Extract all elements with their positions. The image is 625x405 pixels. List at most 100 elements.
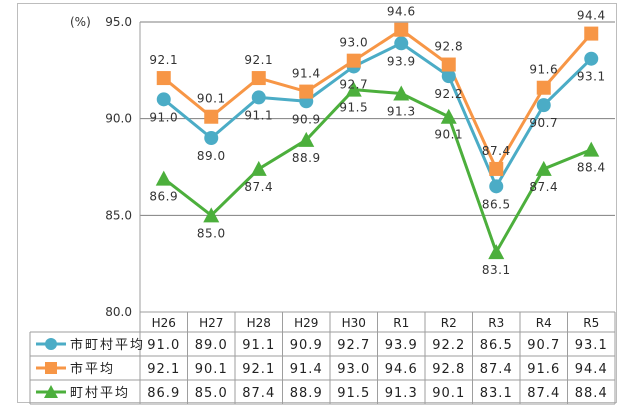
data-label: 90.1: [197, 92, 226, 106]
data-label: 88.9: [292, 151, 321, 165]
data-table: H26 H27 H28 H29 H30 R1 R2 R3 R4 R5 市町村平均 91.0 89.0 91…: [29, 311, 616, 405]
table-value-cell: 87.4: [242, 386, 275, 401]
table-value-cell: 92.1: [147, 362, 180, 377]
data-label: 94.6: [387, 5, 416, 19]
series-line: [162, 41, 593, 188]
triangle-marker: [583, 141, 600, 157]
square-marker: [346, 53, 361, 68]
table-value-cell: 91.3: [385, 386, 418, 401]
circle-marker: [441, 69, 456, 84]
square-marker: [536, 80, 551, 95]
square-marker: [584, 26, 599, 41]
data-label: 87.4: [482, 144, 511, 158]
x-category-label: H30: [342, 316, 366, 330]
data-label: 92.1: [149, 53, 178, 67]
table-value-cell: 89.0: [195, 338, 228, 353]
square-marker: [156, 71, 171, 86]
table-value-cell: 91.4: [290, 362, 323, 377]
data-label: 90.9: [292, 112, 321, 126]
table-value-cell: 93.0: [337, 362, 370, 377]
series-line: [162, 88, 592, 254]
circle-marker: [394, 36, 409, 51]
table-value-cell: 88.4: [575, 386, 608, 401]
triangle-marker: [203, 207, 220, 223]
x-category-label: R1: [393, 316, 409, 330]
data-labels: 91.0 89.0 91.1 90.9 92.7 93.9 92.2 86.5 90.7 93.1…: [149, 5, 605, 277]
triangle-marker: [393, 85, 410, 101]
data-label: 90.1: [434, 128, 463, 142]
circle-marker: [156, 92, 171, 107]
data-label: 92.1: [244, 53, 273, 67]
y-axis-unit-label: (%): [70, 15, 91, 29]
table-value-cell: 90.9: [290, 338, 323, 353]
legend-series-name: 町村平均: [70, 386, 130, 401]
table-value-cell: 91.1: [242, 338, 275, 353]
triangle-marker: [155, 170, 172, 186]
data-label: 93.1: [577, 70, 606, 84]
table-value-cell: 91.0: [147, 338, 180, 353]
data-label: 91.4: [292, 67, 321, 81]
y-tick-label: 80.0: [105, 305, 132, 319]
triangle-marker: [250, 160, 267, 176]
y-tick-label: 95.0: [105, 15, 132, 29]
series-line: [162, 28, 593, 171]
x-category-label: H28: [247, 316, 271, 330]
circle-marker: [536, 98, 551, 113]
data-label: 85.0: [197, 226, 226, 240]
y-tick-label: 85.0: [105, 208, 132, 222]
table-value-cell: 87.4: [480, 362, 513, 377]
triangle-marker: [440, 108, 457, 124]
triangle-marker: [488, 244, 505, 260]
x-category-label: R2: [441, 316, 457, 330]
data-label: 92.7: [339, 77, 368, 91]
circle-marker: [204, 131, 219, 145]
table-value-cell: 85.0: [195, 386, 228, 401]
data-label: 83.1: [482, 263, 511, 277]
table-value-cell: 90.1: [195, 362, 228, 377]
data-label: 92.2: [434, 87, 463, 101]
x-category-label: R3: [488, 316, 504, 330]
data-label: 91.3: [387, 105, 416, 119]
x-category-label: R4: [536, 316, 552, 330]
table-value-cell: 90.7: [527, 338, 560, 353]
data-label: 86.9: [149, 190, 178, 204]
table-value-cell: 94.4: [575, 362, 608, 377]
square-marker: [299, 84, 314, 99]
chart-frame: [17, 3, 617, 403]
table-value-cell: 94.6: [385, 362, 418, 377]
table-value-cell: 91.6: [527, 362, 560, 377]
triangle-marker: [345, 81, 362, 97]
table-value-cell: 86.5: [480, 338, 513, 353]
data-label: 92.8: [434, 40, 463, 54]
data-label: 93.9: [387, 54, 416, 68]
circle-marker: [45, 338, 57, 350]
data-label: 91.5: [339, 101, 368, 115]
square-marker: [441, 57, 456, 72]
x-category-label: H27: [199, 316, 223, 330]
x-category-label: R5: [583, 316, 599, 330]
table-value-cell: 93.1: [575, 338, 608, 353]
square-marker: [45, 362, 57, 374]
series-markers: [155, 22, 600, 260]
table-value-cell: 92.8: [432, 362, 465, 377]
series-lines: [162, 28, 593, 254]
table-value-cell: 90.1: [432, 386, 465, 401]
data-label: 93.0: [339, 36, 368, 50]
x-category-label: H26: [152, 316, 176, 330]
data-label: 88.4: [577, 161, 606, 175]
data-label: 94.4: [577, 9, 606, 23]
square-marker: [251, 71, 266, 86]
table-value-cell: 83.1: [480, 386, 513, 401]
data-label: 86.5: [482, 197, 511, 211]
triangle-marker: [298, 131, 315, 147]
table-value-cell: 92.1: [242, 362, 275, 377]
circle-marker: [489, 179, 504, 194]
table-value-cell: 91.5: [337, 386, 370, 401]
triangle-marker: [535, 160, 552, 176]
triangle-marker: [44, 385, 58, 398]
table-value-cell: 92.2: [432, 338, 465, 353]
data-label: 87.4: [244, 180, 273, 194]
table-value-cell: 86.9: [147, 386, 180, 401]
x-category-label: H29: [294, 316, 318, 330]
